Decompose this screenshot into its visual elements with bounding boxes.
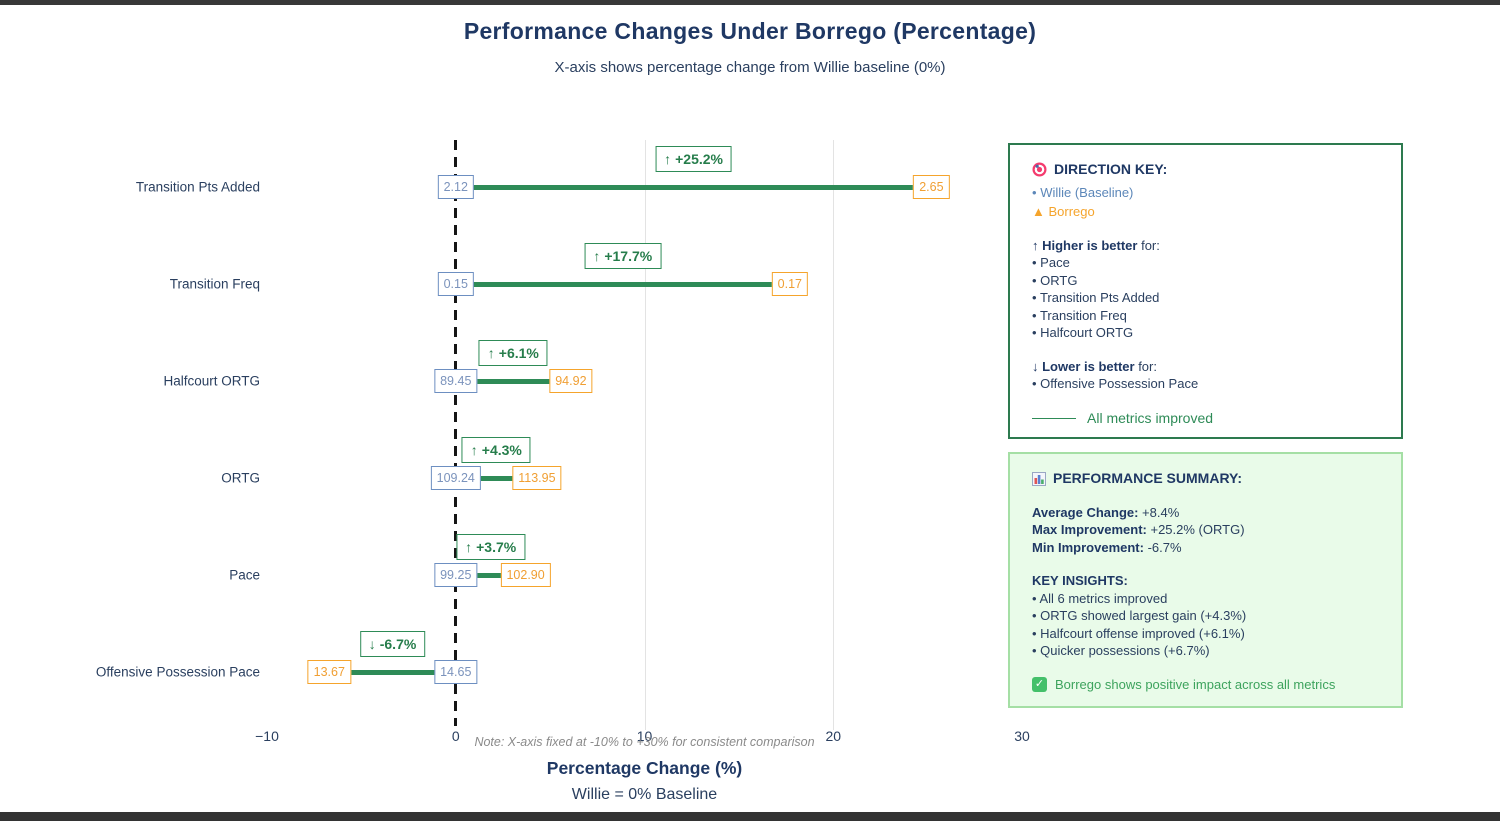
top-border-strip [0, 0, 1500, 5]
page-title: Performance Changes Under Borrego (Perce… [463, 18, 1037, 44]
page-subtitle: X-axis shows percentage change from Will… [554, 59, 946, 76]
up-arrow-icon: ↑ [487, 345, 495, 361]
bar-chart-icon [1032, 471, 1046, 486]
key-insights-title: KEY INSIGHTS: [1032, 573, 1128, 588]
gridline-20 [833, 140, 835, 730]
pct-change-label: ↑ +6.1% [478, 340, 548, 366]
borrego-value-box: 102.90 [500, 563, 551, 587]
summary-stat-row: Average Change: +8.4% [1032, 504, 1180, 520]
up-arrow-icon: ↑ [664, 151, 672, 167]
key-insights-list: All 6 metrics improvedORTG showed larges… [1032, 590, 1379, 660]
x-tick-label: 20 [825, 728, 842, 744]
willie-value-box: 0.15 [437, 272, 474, 296]
list-item: Transition Pts Added [1032, 289, 1379, 307]
borrego-value-box: 113.95 [512, 466, 562, 490]
borrego-value-box: 13.67 [307, 660, 351, 684]
pct-change-label: ↑ +25.2% [655, 146, 732, 172]
pct-change-label: ↓ -6.7% [359, 631, 426, 657]
direction-key-title-text: DIRECTION KEY: [1054, 161, 1168, 177]
category-label: Transition Freq [169, 276, 260, 292]
pct-change-value: +25.2% [675, 151, 723, 167]
list-item: Quicker possessions (+6.7%) [1032, 642, 1379, 660]
pct-change-value: +17.7% [604, 248, 653, 264]
gridline-10 [644, 140, 646, 730]
legend-borrego: ▲ Borrego [1032, 204, 1095, 219]
list-item: ORTG showed largest gain (+4.3%) [1032, 607, 1379, 625]
summary-footer-text: Borrego shows positive impact across all… [1055, 676, 1336, 692]
category-label: Transition Pts Added [135, 179, 260, 195]
category-label: Pace [229, 567, 260, 583]
list-item: Pace [1032, 254, 1379, 272]
connector-line [455, 475, 537, 481]
x-axis-subtitle: Willie = 0% Baseline [571, 786, 718, 803]
zero-baseline-line [454, 140, 458, 726]
legend-willie: • Willie (Baseline) [1032, 184, 1134, 200]
summary-stat-row: Min Improvement: -6.7% [1032, 539, 1182, 555]
pct-change-value: -6.7% [379, 636, 417, 652]
down-arrow-icon: ↓ [368, 636, 376, 652]
connector-line [455, 572, 526, 578]
improved-line-legend: All metrics improved [1032, 410, 1379, 428]
list-item: Offensive Possession Pace [1032, 375, 1379, 393]
direction-key-panel: DIRECTION KEY: • Willie (Baseline) ▲ Bor… [1008, 143, 1403, 439]
performance-summary-title-text: PERFORMANCE SUMMARY: [1053, 470, 1242, 486]
pct-change-value: +3.7% [476, 539, 517, 555]
summary-stat-row: Max Improvement: +25.2% (ORTG) [1032, 522, 1245, 537]
willie-value-box: 2.12 [437, 175, 474, 199]
list-item: Transition Freq [1032, 307, 1379, 325]
check-icon: ✓ [1032, 676, 1047, 692]
borrego-value-box: 0.17 [771, 272, 808, 296]
lower-better-list: Offensive Possession Pace [1032, 375, 1379, 393]
summary-footer: ✓ Borrego shows positive impact across a… [1032, 676, 1379, 694]
higher-better-title: ↑ Higher is better for: [1032, 237, 1160, 253]
willie-value-box: 99.25 [434, 563, 478, 587]
pct-change-label: ↑ +3.7% [456, 534, 526, 560]
higher-better-list: PaceORTGTransition Pts AddedTransition F… [1032, 254, 1379, 342]
x-tick-label: 10 [636, 728, 653, 744]
pct-change-label: ↑ +17.7% [584, 243, 662, 269]
category-label: ORTG [221, 470, 260, 486]
borrego-value-box: 94.92 [549, 369, 593, 393]
willie-value-box: 109.24 [430, 466, 481, 490]
up-arrow-icon: ↑ [470, 442, 478, 458]
willie-value-box: 14.65 [434, 660, 478, 684]
green-line-swatch [1032, 417, 1076, 419]
performance-summary-panel: PERFORMANCE SUMMARY: Average Change: +8.… [1008, 452, 1403, 708]
list-item: Halfcourt ORTG [1032, 324, 1379, 342]
summary-stats: Average Change: +8.4% Max Improvement: +2… [1032, 504, 1379, 557]
connector-line [455, 378, 571, 384]
direction-key-title: DIRECTION KEY: [1032, 161, 1379, 179]
target-icon [1032, 162, 1047, 177]
category-label: Offensive Possession Pace [95, 664, 260, 680]
willie-value-box: 89.45 [434, 369, 478, 393]
improved-line-label: All metrics improved [1087, 409, 1214, 426]
pct-change-value: +4.3% [481, 442, 522, 458]
x-tick-label: 0 [451, 728, 460, 744]
pct-change-value: +6.1% [498, 345, 539, 361]
connector-line [455, 281, 790, 287]
bottom-border-strip [0, 812, 1500, 821]
category-label: Halfcourt ORTG [163, 373, 260, 389]
pct-change-label: ↑ +4.3% [461, 437, 531, 463]
x-axis-title: Percentage Change (%) [546, 758, 743, 778]
performance-summary-title: PERFORMANCE SUMMARY: [1032, 470, 1379, 488]
connector-line [455, 184, 932, 190]
up-arrow-icon: ↑ [465, 539, 473, 555]
x-tick-label: 30 [1014, 728, 1030, 744]
list-item: ORTG [1032, 272, 1379, 290]
x-tick-label: −10 [255, 728, 279, 744]
lower-better-title: ↓ Lower is better for: [1032, 358, 1157, 374]
list-item: All 6 metrics improved [1032, 590, 1379, 608]
connector-line [329, 669, 456, 675]
list-item: Halfcourt offense improved (+6.1%) [1032, 625, 1379, 643]
axis-note: Note: X-axis fixed at -10% to +30% for c… [474, 735, 815, 749]
chart-header: Performance Changes Under Borrego (Perce… [0, 18, 1500, 76]
up-arrow-icon: ↑ [593, 248, 601, 264]
borrego-value-box: 2.65 [913, 175, 950, 199]
